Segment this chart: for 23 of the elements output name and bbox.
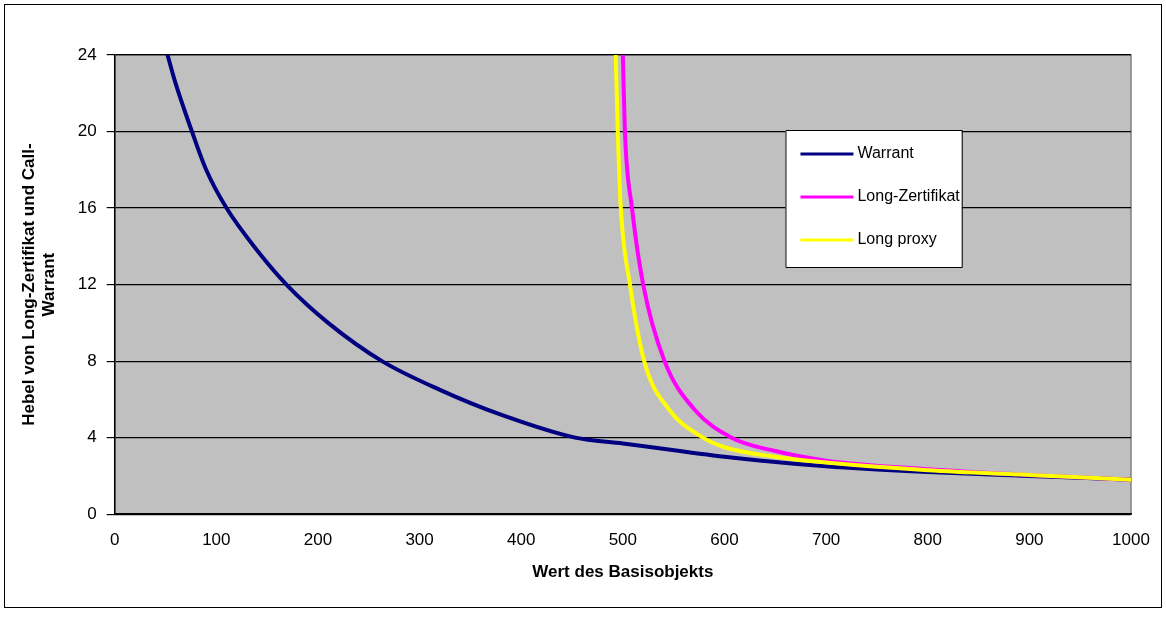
x-tick-label: 100 — [202, 530, 231, 550]
x-tick-label: 0 — [109, 530, 120, 550]
x-tick-label: 200 — [303, 530, 333, 550]
legend-label: Warrant — [857, 144, 915, 162]
x-axis-title: Wert des Basisobjekts — [532, 562, 714, 582]
y-tick-label: 16 — [77, 197, 97, 217]
y-tick-label: 4 — [87, 427, 97, 447]
x-tick-label: 1000 — [1112, 530, 1150, 550]
x-tick-label: 600 — [710, 530, 739, 550]
y-tick-label: 0 — [87, 503, 97, 523]
x-tick-label: 400 — [507, 530, 536, 550]
y-tick-label: 24 — [77, 44, 97, 64]
legend-label: Long proxy — [857, 230, 937, 248]
x-tick-label: 800 — [913, 530, 942, 550]
y-tick-label: 12 — [77, 274, 97, 294]
x-tick-label: 500 — [608, 530, 638, 550]
y-tick-label: 8 — [87, 350, 97, 370]
x-tick-label: 300 — [405, 530, 434, 550]
x-tick-label: 700 — [811, 530, 841, 550]
x-tick-label: 900 — [1015, 530, 1044, 550]
y-tick-label: 20 — [77, 121, 97, 141]
legend-label: Long-Zertifikat — [857, 187, 961, 205]
y-axis-title: Hebel von Long-Zertifikat und Call-Warrant — [18, 143, 59, 426]
